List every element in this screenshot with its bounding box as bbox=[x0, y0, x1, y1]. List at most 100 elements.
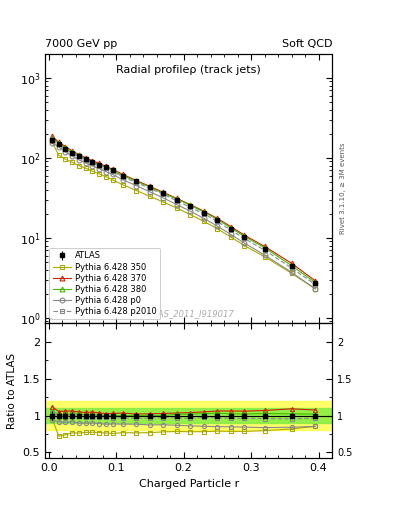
Pythia 6.428 370 bbox=[83, 155, 88, 161]
Pythia 6.428 350 bbox=[50, 138, 54, 144]
Pythia 6.428 p2010 bbox=[174, 198, 179, 204]
Pythia 6.428 370 bbox=[121, 172, 125, 178]
Pythia 6.428 370 bbox=[289, 260, 294, 266]
Pythia 6.428 p0 bbox=[50, 139, 54, 145]
Pythia 6.428 370 bbox=[242, 232, 247, 238]
Pythia 6.428 350 bbox=[97, 171, 101, 177]
Pythia 6.428 350 bbox=[147, 193, 152, 199]
X-axis label: Charged Particle r: Charged Particle r bbox=[138, 479, 239, 488]
Pythia 6.428 p0 bbox=[174, 202, 179, 208]
Pythia 6.428 p0 bbox=[228, 231, 233, 238]
Pythia 6.428 p2010 bbox=[262, 247, 267, 253]
Pythia 6.428 350 bbox=[56, 152, 61, 158]
Pythia 6.428 350 bbox=[63, 156, 68, 162]
Pythia 6.428 380 bbox=[121, 173, 125, 179]
Y-axis label: Ratio to ATLAS: Ratio to ATLAS bbox=[7, 353, 17, 429]
Pythia 6.428 380 bbox=[262, 245, 267, 251]
Pythia 6.428 380 bbox=[97, 162, 101, 168]
Pythia 6.428 p0 bbox=[90, 163, 95, 169]
Pythia 6.428 p2010 bbox=[289, 265, 294, 271]
Pythia 6.428 380 bbox=[90, 159, 95, 165]
Pythia 6.428 350 bbox=[110, 177, 115, 183]
Pythia 6.428 370 bbox=[147, 183, 152, 189]
Pythia 6.428 370 bbox=[202, 208, 206, 215]
Pythia 6.428 350 bbox=[289, 270, 294, 276]
Pythia 6.428 370 bbox=[50, 133, 54, 139]
Pythia 6.428 370 bbox=[70, 148, 75, 154]
Line: Pythia 6.428 p0: Pythia 6.428 p0 bbox=[50, 140, 318, 291]
Pythia 6.428 p2010 bbox=[56, 141, 61, 147]
Pythia 6.428 p0 bbox=[242, 240, 247, 246]
Pythia 6.428 p2010 bbox=[63, 146, 68, 152]
Pythia 6.428 370 bbox=[56, 139, 61, 145]
Line: Pythia 6.428 350: Pythia 6.428 350 bbox=[50, 139, 318, 291]
Pythia 6.428 370 bbox=[110, 166, 115, 173]
Pythia 6.428 p0 bbox=[289, 269, 294, 275]
Pythia 6.428 p0 bbox=[77, 157, 81, 163]
Pythia 6.428 380 bbox=[77, 153, 81, 159]
Pythia 6.428 p0 bbox=[104, 168, 108, 175]
Pythia 6.428 370 bbox=[97, 160, 101, 166]
Pythia 6.428 350 bbox=[90, 168, 95, 174]
Pythia 6.428 350 bbox=[174, 205, 179, 211]
Pythia 6.428 p0 bbox=[70, 153, 75, 159]
Pythia 6.428 350 bbox=[188, 211, 193, 218]
Pythia 6.428 380 bbox=[110, 167, 115, 173]
Pythia 6.428 370 bbox=[134, 178, 139, 184]
Line: Pythia 6.428 p2010: Pythia 6.428 p2010 bbox=[50, 137, 318, 287]
Pythia 6.428 380 bbox=[289, 263, 294, 269]
Pythia 6.428 p2010 bbox=[313, 282, 318, 288]
Pythia 6.428 p2010 bbox=[77, 154, 81, 160]
Pythia 6.428 380 bbox=[188, 202, 193, 208]
Pythia 6.428 380 bbox=[242, 233, 247, 240]
Pythia 6.428 p2010 bbox=[215, 219, 220, 225]
Pythia 6.428 380 bbox=[215, 216, 220, 222]
Pythia 6.428 370 bbox=[63, 143, 68, 150]
Pythia 6.428 380 bbox=[313, 280, 318, 286]
Pythia 6.428 350 bbox=[121, 182, 125, 188]
Pythia 6.428 380 bbox=[50, 135, 54, 141]
Text: ATLAS_2011_I919017: ATLAS_2011_I919017 bbox=[143, 309, 234, 318]
Pythia 6.428 350 bbox=[161, 199, 166, 205]
Pythia 6.428 p2010 bbox=[134, 180, 139, 186]
Pythia 6.428 370 bbox=[90, 158, 95, 164]
Pythia 6.428 350 bbox=[228, 234, 233, 240]
Pythia 6.428 p2010 bbox=[147, 185, 152, 191]
Pythia 6.428 350 bbox=[262, 253, 267, 260]
Pythia 6.428 370 bbox=[174, 196, 179, 202]
Pythia 6.428 p2010 bbox=[50, 136, 54, 142]
Pythia 6.428 p0 bbox=[215, 223, 220, 229]
Pythia 6.428 p0 bbox=[161, 195, 166, 201]
Text: Radial profileρ (track jets): Radial profileρ (track jets) bbox=[116, 65, 261, 75]
Pythia 6.428 370 bbox=[161, 189, 166, 196]
Pythia 6.428 380 bbox=[56, 140, 61, 146]
Pythia 6.428 p0 bbox=[147, 189, 152, 195]
Pythia 6.428 350 bbox=[77, 162, 81, 168]
Pythia 6.428 380 bbox=[70, 149, 75, 155]
Pythia 6.428 p2010 bbox=[228, 227, 233, 233]
Pythia 6.428 p2010 bbox=[161, 191, 166, 197]
Pythia 6.428 p2010 bbox=[83, 157, 88, 163]
Pythia 6.428 p0 bbox=[83, 160, 88, 166]
Pythia 6.428 370 bbox=[262, 243, 267, 249]
Pythia 6.428 370 bbox=[215, 215, 220, 221]
Pythia 6.428 350 bbox=[202, 219, 206, 225]
Pythia 6.428 380 bbox=[63, 145, 68, 151]
Pythia 6.428 350 bbox=[215, 226, 220, 232]
Pythia 6.428 350 bbox=[134, 187, 139, 194]
Pythia 6.428 370 bbox=[313, 278, 318, 284]
Pythia 6.428 p0 bbox=[262, 252, 267, 258]
Pythia 6.428 p2010 bbox=[242, 236, 247, 242]
Pythia 6.428 370 bbox=[104, 163, 108, 169]
Pythia 6.428 350 bbox=[313, 286, 318, 292]
Pythia 6.428 350 bbox=[70, 159, 75, 165]
Pythia 6.428 350 bbox=[83, 165, 88, 172]
Legend: ATLAS, Pythia 6.428 350, Pythia 6.428 370, Pythia 6.428 380, Pythia 6.428 p0, Py: ATLAS, Pythia 6.428 350, Pythia 6.428 37… bbox=[50, 248, 160, 319]
Line: Pythia 6.428 370: Pythia 6.428 370 bbox=[50, 134, 318, 283]
Pythia 6.428 380 bbox=[104, 164, 108, 170]
Pythia 6.428 p0 bbox=[110, 172, 115, 178]
Pythia 6.428 350 bbox=[242, 243, 247, 249]
Pythia 6.428 380 bbox=[83, 156, 88, 162]
Pythia 6.428 380 bbox=[161, 190, 166, 197]
Pythia 6.428 380 bbox=[228, 225, 233, 231]
